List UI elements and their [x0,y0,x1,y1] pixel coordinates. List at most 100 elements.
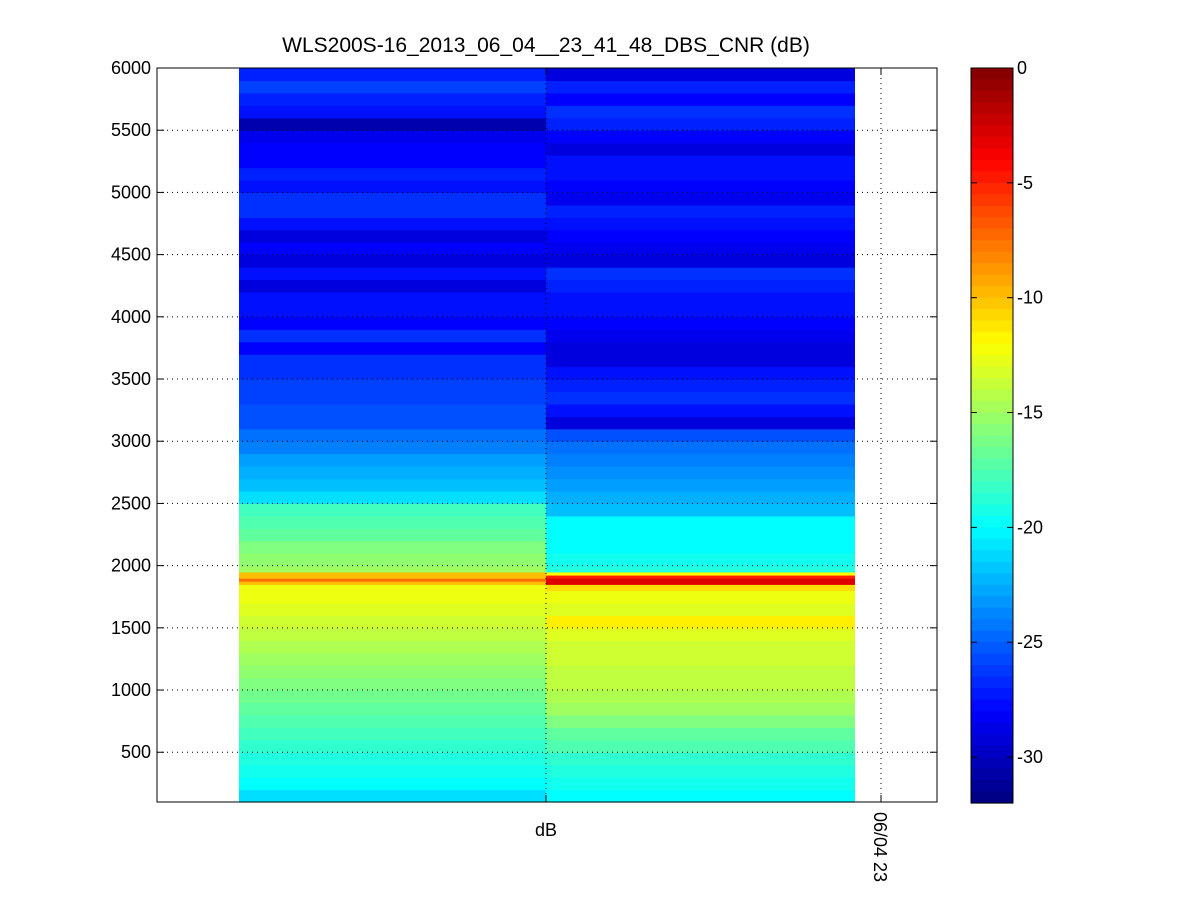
colorbar-swatch [971,125,1013,138]
heatmap-cell [239,304,546,318]
heatmap-cell [546,316,855,330]
colorbar-swatch [971,343,1013,356]
heatmap-cell [546,242,855,256]
heatmap-cell [546,540,855,554]
heatmap-cell [239,752,546,766]
heatmap-cell [546,789,855,803]
y-tick-label: 2000 [111,556,151,576]
heatmap-cell [239,727,546,741]
heatmap-cell [546,167,855,181]
heatmap-cell [239,571,546,579]
colorbar-swatch [971,446,1013,460]
colorbar-swatch [971,136,1013,149]
heatmap-cell [239,466,546,480]
colorbar-swatch [971,630,1013,643]
y-tick-label: 4000 [111,307,151,327]
heatmap-cell [239,584,546,592]
heatmap-cell [239,267,546,281]
heatmap-cell [239,316,546,330]
heatmap-cell [546,130,855,144]
heatmap-cell [546,379,855,393]
colorbar-tick-label: -10 [1017,288,1043,308]
heatmap-cell [239,478,546,492]
heatmap-cell [546,478,855,492]
y-tick-label: 5000 [111,182,151,202]
heatmap-cell [546,80,855,94]
colorbar-swatch [971,309,1013,322]
heatmap-cell [239,540,546,554]
heatmap-cell [239,640,546,654]
colorbar-swatch [971,217,1013,230]
colorbar-swatch [971,159,1013,172]
heatmap-cell [239,366,546,380]
heatmap-cell [239,590,546,604]
heatmap-cell [546,714,855,728]
chart-title: WLS200S-16_2013_06_04__23_41_48_DBS_CNR … [282,34,810,57]
heatmap-cell [239,391,546,405]
colorbar-swatch [971,228,1013,241]
heatmap-cell [239,142,546,156]
heatmap-cell [546,105,855,119]
colorbar-tick-label: -30 [1017,747,1043,767]
heatmap-cell [239,80,546,94]
colorbar-swatch [971,711,1013,724]
heatmap-cell [546,739,855,753]
heatmap-cell [546,584,855,592]
heatmap-cell [546,453,855,467]
heatmap-cell [546,571,855,576]
colorbar-swatch [971,378,1013,391]
colorbar-swatch [971,90,1013,104]
colorbar-tick-label: -25 [1017,632,1043,652]
colorbar-swatch [971,389,1013,402]
colorbar-swatch [971,550,1013,563]
colorbar-swatch [971,102,1013,115]
y-tick-label: 4500 [111,245,151,265]
heatmap-cell [546,329,855,343]
heatmap-cell [239,764,546,778]
heatmap-cell [239,652,546,666]
heatmap-cell [546,503,855,517]
heatmap-cell [546,702,855,716]
heatmap-cell [239,565,546,573]
heatmap-cell [546,117,855,131]
heatmap-cell [546,677,855,691]
heatmap-cell [546,752,855,766]
colorbar-swatch [971,355,1013,368]
heatmap-cell [239,105,546,119]
heatmap-cell [239,490,546,505]
heatmap-cell [239,428,546,442]
heatmap-cell [239,341,546,355]
colorbar-swatch [971,688,1013,701]
y-axis: 500 1000 1500 2000 2500 3000 3500 4000 4500 5000 5… [111,58,937,762]
heatmap-cell [239,167,546,181]
heatmap-cell [239,690,546,704]
heatmap-cell [239,329,546,343]
colorbar-swatch [971,251,1013,264]
colorbar-swatch [971,366,1013,379]
heatmap-cell [239,789,546,803]
heatmap-cell [546,366,855,380]
y-tick-label: 3500 [111,369,151,389]
x-tick-label: 06/04 23 [870,812,890,882]
heatmap-cell [546,528,855,542]
x-tick-label: dB [535,820,557,840]
heatmap-cell [546,155,855,169]
colorbar-swatch [971,240,1013,253]
colorbar-swatch [971,79,1013,92]
heatmap-cell [546,341,855,355]
colorbar-swatch [971,274,1013,287]
heatmap-cell [546,553,855,567]
heatmap-cell [546,391,855,405]
heatmap-cell [239,254,546,268]
colorbar-frame [970,67,1014,804]
heatmap-cell [239,503,546,517]
colorbar-swatch [971,171,1013,184]
colorbar-swatch [971,469,1013,483]
heatmap-cell [239,217,546,231]
heatmap-cell [546,142,855,156]
colorbar-swatch [971,596,1013,609]
heatmap-cell [546,403,855,417]
colorbar-swatch [971,148,1013,161]
heatmap-cell [546,574,855,579]
